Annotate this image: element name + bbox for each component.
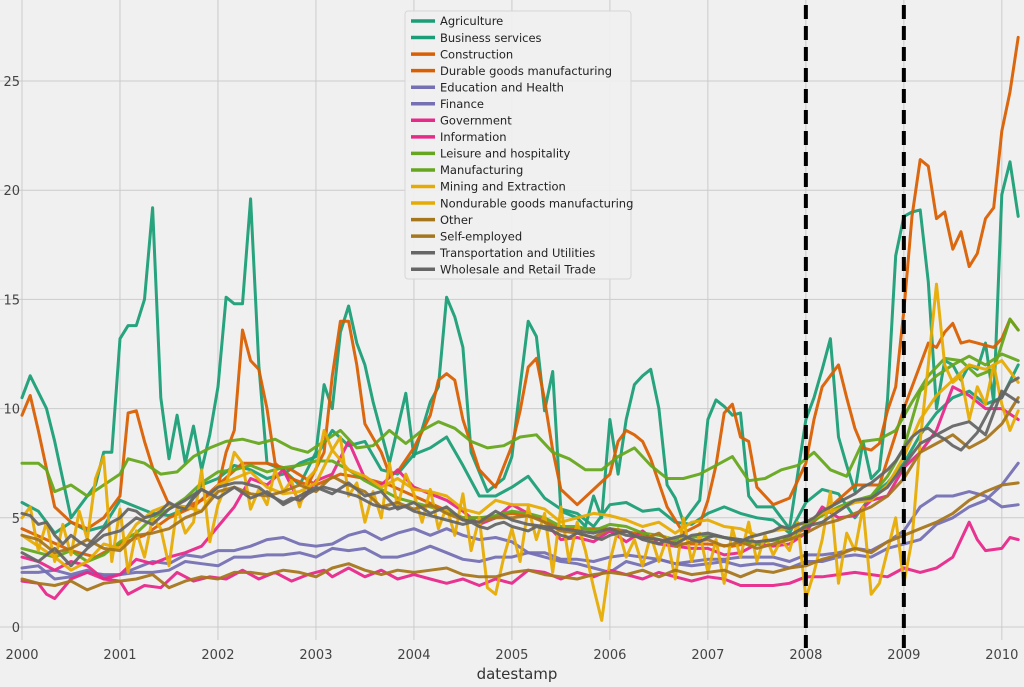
x-tick-label: 2006 xyxy=(593,648,626,663)
x-axis-ticks: 2000 2001 2002 2003 2004 2005 2006 2007 2008 2009… xyxy=(5,648,1018,663)
y-tick-label: 0 xyxy=(12,621,20,636)
y-tick-label: 15 xyxy=(3,293,20,308)
x-tick-label: 2000 xyxy=(5,648,38,663)
legend-label: Wholesale and Retail Trade xyxy=(440,262,596,276)
series-layer xyxy=(20,35,1020,622)
legend-label: Finance xyxy=(440,97,484,111)
legend-label: Durable goods manufacturing xyxy=(440,64,612,78)
legend-label: Nondurable goods manufacturing xyxy=(440,196,633,210)
x-tick-label: 2007 xyxy=(691,648,724,663)
legend-label: Information xyxy=(440,130,507,144)
legend: Agriculture Business services Construction… xyxy=(404,10,633,280)
y-tick-label: 25 xyxy=(3,75,20,90)
x-axis-label: datestamp xyxy=(477,665,558,683)
series-line-agriculture xyxy=(20,160,1020,531)
legend-label: Agriculture xyxy=(440,14,503,28)
x-tick-label: 2008 xyxy=(789,648,822,663)
legend-label: Mining and Extraction xyxy=(440,180,566,194)
x-tick-label: 2004 xyxy=(397,648,430,663)
x-tick-label: 2002 xyxy=(201,648,234,663)
legend-label: Construction xyxy=(440,47,513,61)
y-tick-label: 20 xyxy=(3,184,20,199)
y-tick-label: 10 xyxy=(3,403,20,418)
series-line-other xyxy=(20,396,1020,555)
series-line-leisure-and-hospitality xyxy=(20,317,1020,498)
legend-label: Education and Health xyxy=(440,80,564,94)
legend-label: Transportation and Utilities xyxy=(439,246,595,260)
legend-label: Other xyxy=(440,213,473,227)
legend-label: Manufacturing xyxy=(440,163,523,177)
series-line-wholesale-and-retail-trade xyxy=(20,376,1020,548)
series-line-construction xyxy=(20,35,1020,535)
series-line-transportation-and-utilities xyxy=(20,389,1020,568)
series-line-government xyxy=(20,520,1020,601)
series-line-mining-and-extraction xyxy=(20,282,1020,622)
legend-label: Leisure and hospitality xyxy=(440,147,571,161)
legend-label: Self-employed xyxy=(440,229,522,243)
x-tick-label: 2005 xyxy=(495,648,528,663)
legend-label: Business services xyxy=(440,31,542,45)
x-tick-label: 2009 xyxy=(887,648,920,663)
y-axis-ticks: 0 5 10 15 20 25 xyxy=(3,75,20,636)
series-line-self-employed xyxy=(20,481,1020,592)
series-line-durable-goods-manufacturing xyxy=(20,317,1020,559)
x-tick-label: 2010 xyxy=(985,648,1018,663)
legend-box xyxy=(404,10,632,280)
x-tick-label: 2001 xyxy=(103,648,136,663)
vertical-markers xyxy=(803,5,906,648)
legend-label: Government xyxy=(440,114,512,128)
x-tick-label: 2003 xyxy=(299,648,332,663)
y-tick-label: 5 xyxy=(12,512,20,527)
